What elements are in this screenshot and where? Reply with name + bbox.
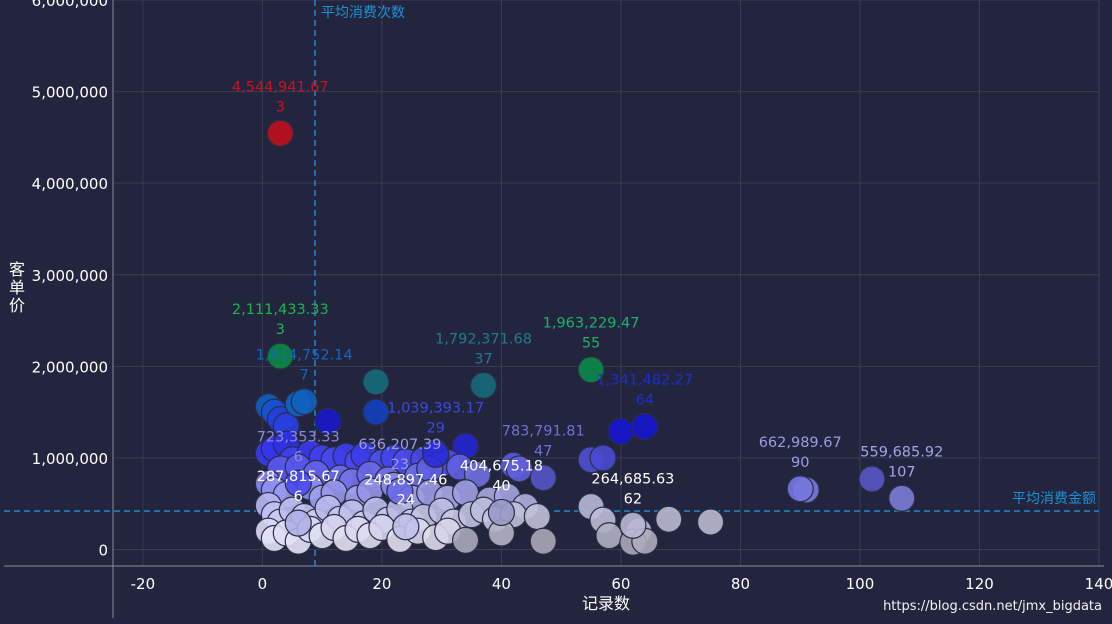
point-value-label: 1,341,482.27 xyxy=(596,373,693,389)
scatter-point xyxy=(589,444,617,472)
x-tick-label: 20 xyxy=(372,575,391,593)
axes: -20 0 20 40 60 80 100 120 140 0 1,000,000 2,000,000… xyxy=(4,0,1112,618)
y-tick-label: 4,000,000 xyxy=(32,175,108,193)
y-tick-label: 5,000,000 xyxy=(32,84,108,102)
point-value-label: 4,544,941.67 xyxy=(232,79,329,95)
scatter-point xyxy=(888,484,916,512)
average-lines: 平均消费次数 平均消费金额 xyxy=(4,0,1099,566)
y-tick-label: 1,000,000 xyxy=(32,450,108,468)
point-count-label: 29 xyxy=(426,420,444,436)
x-tick-label: 60 xyxy=(611,575,630,593)
point-count-label: 6 xyxy=(294,449,303,465)
scatter-point xyxy=(469,371,498,399)
scatter-point xyxy=(392,513,420,541)
point-value-label: 1,963,229.47 xyxy=(543,316,640,332)
average-y-label: 平均消费金额 xyxy=(1012,491,1096,507)
scatter-point xyxy=(529,464,557,492)
scatter-point xyxy=(314,407,342,435)
point-value-label: 636,207.39 xyxy=(358,437,441,453)
point-count-label: 6 xyxy=(294,489,303,505)
scatter-point xyxy=(619,511,647,539)
x-tick-label: 140 xyxy=(1085,575,1112,593)
point-count-label: 47 xyxy=(534,444,552,460)
scatter-point xyxy=(386,477,414,505)
point-count-label: 37 xyxy=(474,351,492,367)
point-count-label: 7 xyxy=(300,368,309,384)
point-value-label: 404,675.18 xyxy=(460,458,543,474)
average-x-label: 平均消费次数 xyxy=(321,5,405,21)
point-value-label: 559,685.92 xyxy=(860,444,943,460)
x-tick-label: 0 xyxy=(258,575,268,593)
watermark: https://blog.csdn.net/jmx_bigdata xyxy=(883,599,1102,614)
scatter-point xyxy=(786,475,814,503)
x-tick-label: 100 xyxy=(846,575,875,593)
scatter-point xyxy=(607,417,635,445)
x-tick-label: 40 xyxy=(492,575,511,593)
x-tick-label: -20 xyxy=(131,575,156,593)
point-count-label: 40 xyxy=(492,478,510,494)
point-count-label: 3 xyxy=(276,322,285,338)
scatter-point xyxy=(523,502,551,531)
point-value-label: 264,685.63 xyxy=(591,471,674,487)
scatter-point xyxy=(631,413,659,441)
point-value-label: 2,111,433.33 xyxy=(232,302,329,318)
scatter-point xyxy=(595,522,623,550)
y-tick-label: 6,000,000 xyxy=(32,0,108,10)
scatter-point xyxy=(529,527,557,555)
scatter-point xyxy=(487,498,516,527)
scatter-point xyxy=(290,388,318,416)
scatter-point xyxy=(266,342,294,370)
point-value-label: 783,791.81 xyxy=(502,424,585,440)
x-axis-title: 记录数 xyxy=(582,594,630,613)
point-value-label: 248,897.46 xyxy=(364,473,447,489)
data-labels: 4,544,941.67 3 2,111,433.33 3 1,963,229.47 55… xyxy=(232,79,943,508)
point-value-label: 1,792,371.68 xyxy=(435,331,532,347)
point-count-label: 90 xyxy=(791,455,809,471)
scatter-point xyxy=(505,455,533,483)
scatter-point xyxy=(451,526,480,554)
point-value-label: 1,614,752.14 xyxy=(256,348,353,364)
y-tick-label: 2,000,000 xyxy=(32,358,108,376)
scatter-point xyxy=(284,509,312,537)
point-value-label: 723,353.33 xyxy=(257,429,340,445)
point-count-label: 23 xyxy=(391,457,409,473)
point-count-label: 62 xyxy=(624,491,642,507)
x-tick-label: 120 xyxy=(965,575,994,593)
y-tick-label: 0 xyxy=(98,542,108,560)
scatter-point xyxy=(266,119,294,147)
y-axis-title: 客单价 xyxy=(9,260,25,315)
scatter-point xyxy=(422,440,450,468)
point-count-label: 55 xyxy=(582,336,600,352)
scatter-point xyxy=(655,505,683,533)
point-value-label: 287,815.67 xyxy=(257,469,340,485)
point-count-label: 107 xyxy=(888,464,916,480)
scatter-point xyxy=(362,398,390,426)
scatter-point xyxy=(362,368,390,396)
point-count-label: 24 xyxy=(397,493,415,509)
x-tick-label: 80 xyxy=(731,575,750,593)
scatter-point xyxy=(284,469,312,497)
point-value-label: 662,989.67 xyxy=(759,435,842,451)
scatter-point xyxy=(577,356,605,384)
data-points xyxy=(254,119,916,556)
y-tick-label: 3,000,000 xyxy=(32,267,108,285)
point-count-label: 64 xyxy=(636,393,654,409)
point-value-label: 1,039,393.17 xyxy=(387,400,484,416)
scatter-point xyxy=(696,508,725,536)
point-count-label: 3 xyxy=(276,99,285,115)
scatter-point xyxy=(858,465,886,493)
